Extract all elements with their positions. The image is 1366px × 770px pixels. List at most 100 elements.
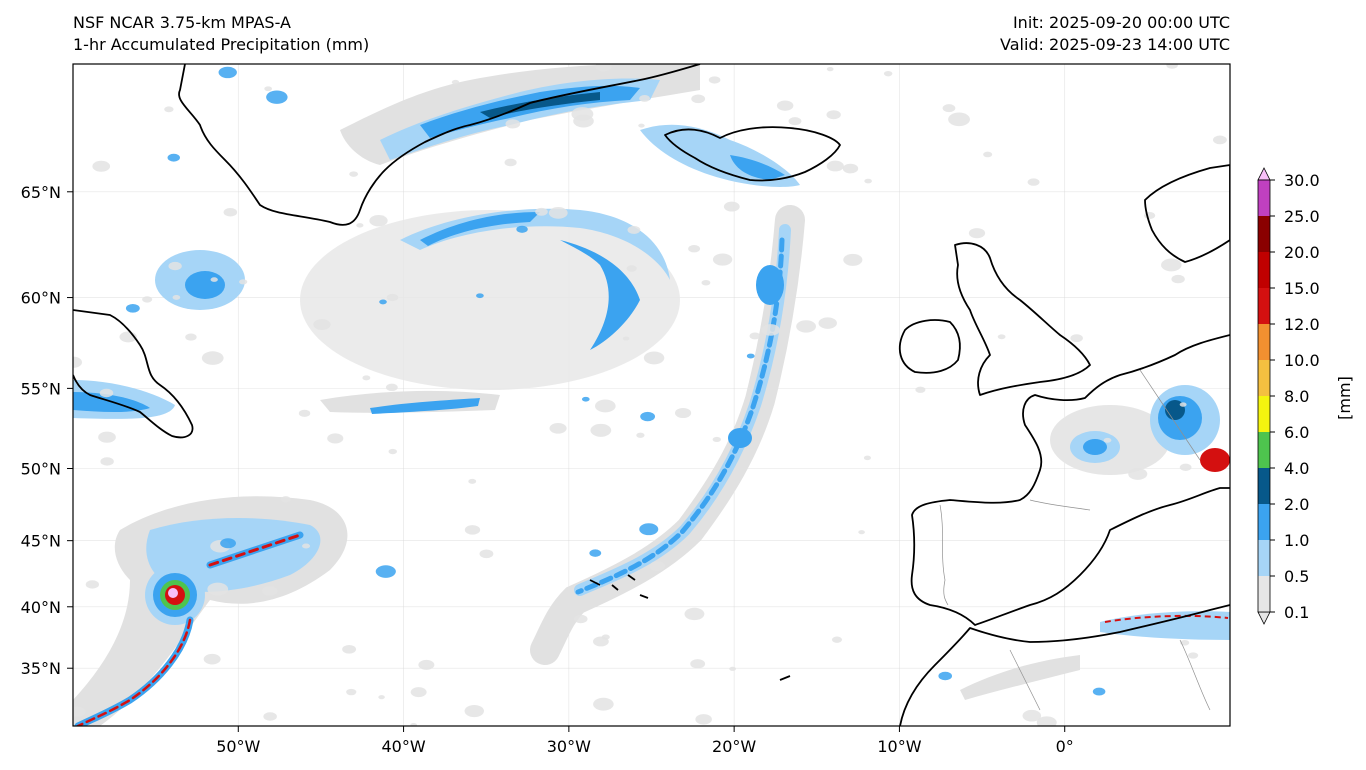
model-title: NSF NCAR 3.75-km MPAS-A <box>73 13 291 32</box>
precip-hurricane-band <box>76 618 192 726</box>
precip-blob <box>712 436 721 443</box>
precip-blob <box>1212 135 1227 145</box>
precip-blob <box>203 653 221 665</box>
precip-blob <box>601 634 610 640</box>
precip-iceland <box>730 155 785 180</box>
precip-blob <box>1128 467 1148 480</box>
coastline-europe <box>910 334 1230 626</box>
precip-blob <box>313 319 331 330</box>
precip-blob <box>883 71 893 77</box>
precip-cyclone <box>420 212 540 246</box>
title-right: Init: 2025-09-20 00:00 UTC Valid: 2025-0… <box>1000 12 1230 56</box>
precip-blob <box>85 580 99 589</box>
precip-blob <box>164 106 174 113</box>
precip-blob <box>640 411 656 422</box>
precip-north-africa <box>1104 614 1229 623</box>
precip-front-cell <box>756 265 784 305</box>
precip-front-cell <box>728 428 752 448</box>
precip-blob <box>684 607 705 621</box>
lat-tick-label: 40°N <box>21 598 61 617</box>
precip-blob <box>831 636 843 643</box>
precip-blob <box>826 110 841 120</box>
precip-blob <box>1180 639 1190 646</box>
lat-tick-label: 65°N <box>21 183 61 202</box>
precip-blob <box>218 66 237 79</box>
colorbar-label: 20.0 <box>1284 243 1320 262</box>
precip-blob <box>948 112 970 127</box>
precip-blob <box>479 549 494 559</box>
precip-blob <box>99 388 114 398</box>
colorbar-label: 15.0 <box>1284 279 1320 298</box>
colorbar-unit: [mm] <box>1335 376 1354 420</box>
coastline-britain <box>954 242 1091 396</box>
colorbar-over <box>1257 167 1271 181</box>
precip-blob <box>73 706 86 717</box>
precip-blob <box>92 160 111 172</box>
precip-blob <box>749 332 761 340</box>
colorbar-label: 0.1 <box>1284 603 1309 622</box>
precip-blob <box>185 333 197 341</box>
precip-blob <box>346 688 357 696</box>
precip-blob <box>369 214 388 227</box>
precip-blob <box>468 478 477 484</box>
map-background <box>73 64 1230 726</box>
lat-tick-label: 50°N <box>21 459 61 478</box>
lon-tick-label: 30°W <box>547 737 591 756</box>
lon-tick-label: 0° <box>1056 737 1074 756</box>
precip-blob <box>863 455 871 461</box>
precip-blob <box>266 90 288 104</box>
precip-blob <box>639 95 651 102</box>
precip-blob <box>1022 709 1042 722</box>
precip-blob <box>712 253 733 266</box>
precip-blob <box>410 722 418 726</box>
lon-tick-label: 10°W <box>877 737 921 756</box>
precip-blob <box>708 76 721 84</box>
precip-blob <box>627 225 641 234</box>
precip-blob <box>476 293 484 299</box>
precip-blob <box>464 525 481 535</box>
colorbar-segment <box>1258 576 1270 612</box>
precip-blob <box>342 644 357 654</box>
coastline-ireland <box>898 319 961 374</box>
coastline-africa <box>899 604 1230 726</box>
coastline-scandinavia <box>1144 164 1230 263</box>
precip-blob <box>761 324 780 336</box>
precip-blob <box>639 523 659 536</box>
precip-blob <box>223 207 238 217</box>
precip-blob <box>549 422 567 434</box>
precip-blob <box>172 295 181 300</box>
precip-blob <box>864 178 872 184</box>
coastline-iceland <box>664 126 841 182</box>
gridlines <box>73 64 1230 726</box>
precip-blob <box>302 543 311 549</box>
precip-blob <box>516 225 528 233</box>
precip-blob <box>997 334 1006 340</box>
country-borders <box>939 369 1211 711</box>
precip-blob <box>818 317 837 329</box>
precip-blob <box>573 614 588 624</box>
precip-blob <box>593 697 614 711</box>
precip-blob <box>983 151 993 158</box>
precip-blob <box>385 383 398 392</box>
precip-blob <box>378 695 385 700</box>
precip-blob <box>729 666 736 671</box>
precip-blob <box>168 261 182 271</box>
precip-blob <box>589 549 602 557</box>
precip-blob <box>595 64 612 72</box>
precip-blob <box>626 265 637 272</box>
colorbar-label: 12.0 <box>1284 315 1320 334</box>
precip-blob <box>1179 402 1187 407</box>
coastline-newfoundland <box>73 309 194 439</box>
colorbar-segment <box>1258 180 1270 216</box>
coastline-greenland <box>178 64 701 226</box>
precip-blob <box>1092 687 1106 696</box>
precip-blob <box>1027 178 1040 186</box>
precip-blob <box>298 409 311 417</box>
precip-blob <box>535 207 548 216</box>
precip-blob <box>100 457 114 466</box>
border-spain-portugal <box>939 504 949 606</box>
precip-blob <box>98 431 116 443</box>
precip-blob <box>386 293 399 302</box>
precip-blob <box>776 100 794 111</box>
